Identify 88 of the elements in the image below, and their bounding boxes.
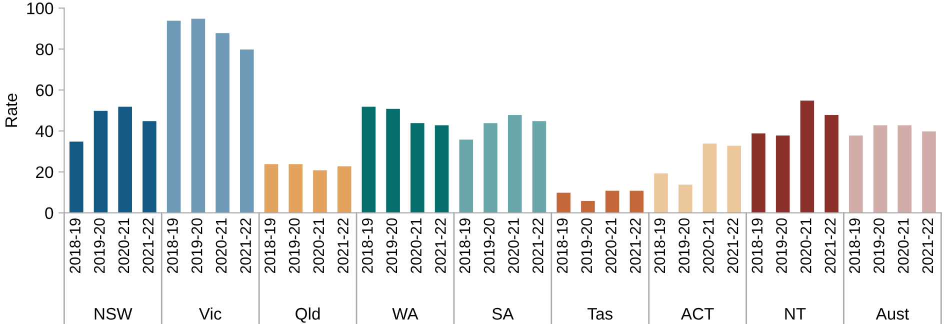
bar <box>896 124 912 213</box>
x-tick-label: 2020-21 <box>606 218 616 274</box>
x-tick-label: 2018-19 <box>70 218 80 274</box>
y-tick-label: 100 <box>27 2 54 14</box>
x-tick-label: 2020-21 <box>410 218 422 274</box>
text: Tas <box>588 308 612 320</box>
x-tick-label: 2018-19 <box>459 218 470 274</box>
bar <box>434 124 450 213</box>
text: Vic <box>198 307 222 320</box>
bar <box>507 114 523 213</box>
bar <box>166 20 182 213</box>
bar <box>312 169 328 213</box>
text: ACT <box>680 308 714 320</box>
x-tick-label: 2019-20 <box>191 218 202 274</box>
x-tick-label: 2021-22 <box>142 218 154 274</box>
bar <box>726 144 742 213</box>
x-tick-label: 2020-21 <box>703 218 714 274</box>
bar <box>678 184 694 213</box>
bar <box>264 163 279 213</box>
x-tick-label: 2019-20 <box>581 218 592 274</box>
x-tick-label: 2019-20 <box>386 218 398 274</box>
y-axis-title: Rate <box>5 94 18 127</box>
text: Qld <box>296 307 320 323</box>
text: NT <box>785 308 806 320</box>
x-tick-label: 2021-22 <box>727 218 738 274</box>
x-tick-label: 2019-20 <box>484 218 495 274</box>
x-tick-label: 2021-22 <box>824 218 836 274</box>
bar <box>848 134 864 213</box>
x-tick-label: 2019-20 <box>288 218 300 274</box>
bar <box>458 138 474 213</box>
x-tick-label: 2019-20 <box>94 218 105 274</box>
bar <box>921 130 937 213</box>
bar <box>239 48 255 213</box>
bar <box>482 122 498 213</box>
text: NSW <box>94 308 132 320</box>
x-tick-label: 2020-21 <box>216 218 227 274</box>
x-tick-label: 2021-22 <box>240 218 251 274</box>
bar <box>872 124 888 213</box>
bar <box>288 163 304 213</box>
y-tick-label: 60 <box>36 84 54 96</box>
bar <box>653 172 669 213</box>
x-tick-label: 2019-20 <box>874 218 884 274</box>
bar <box>702 142 718 213</box>
x-tick-label: 2018-19 <box>654 218 666 274</box>
x-tick-label: 2021-22 <box>435 218 446 274</box>
x-tick-label: 2021-22 <box>532 218 544 274</box>
bar <box>580 200 596 213</box>
x-tick-label: 2020-21 <box>898 218 909 274</box>
x-tick-label: 2018-19 <box>752 218 763 274</box>
bar <box>531 120 547 213</box>
x-tick-label: 2021-22 <box>338 218 348 274</box>
y-tick-label: 80 <box>36 43 54 56</box>
x-tick-label: 2018-19 <box>556 218 568 274</box>
x-tick-label: 2018-19 <box>362 218 373 274</box>
x-tick-label: 2020-21 <box>800 218 812 274</box>
y-tick-label: 40 <box>36 125 54 138</box>
bar <box>214 32 230 213</box>
x-tick-label: 2018-19 <box>264 218 276 274</box>
bar <box>360 106 376 213</box>
bar <box>628 190 644 213</box>
x-tick-label: 2020-21 <box>508 218 519 274</box>
x-tick-label: 2019-20 <box>678 218 690 274</box>
x-tick-label: 2020-21 <box>313 218 324 274</box>
text: Aust <box>876 308 909 320</box>
bar <box>385 108 401 213</box>
bar <box>190 18 206 213</box>
text: WA <box>392 308 418 320</box>
y-tick-label: 0 <box>45 207 54 220</box>
bar <box>775 134 791 213</box>
bar <box>142 120 158 213</box>
bar <box>750 132 766 213</box>
bar <box>799 100 815 213</box>
bar <box>824 114 840 213</box>
x-tick-label: 2021-22 <box>630 218 641 274</box>
x-tick-label: 2019-20 <box>776 218 787 274</box>
bar <box>68 140 84 213</box>
bar <box>336 165 352 213</box>
text: SA <box>492 308 514 320</box>
bar <box>93 110 108 213</box>
x-tick-label: 2018-19 <box>849 218 860 274</box>
y-tick-label: 20 <box>36 166 54 178</box>
bar <box>117 106 133 213</box>
x-tick-label: 2018-19 <box>167 218 178 274</box>
bar <box>556 192 572 213</box>
x-tick-label: 2020-21 <box>118 218 130 274</box>
bar <box>604 190 620 213</box>
x-tick-label: 2021-22 <box>922 218 934 274</box>
bar <box>410 122 426 213</box>
